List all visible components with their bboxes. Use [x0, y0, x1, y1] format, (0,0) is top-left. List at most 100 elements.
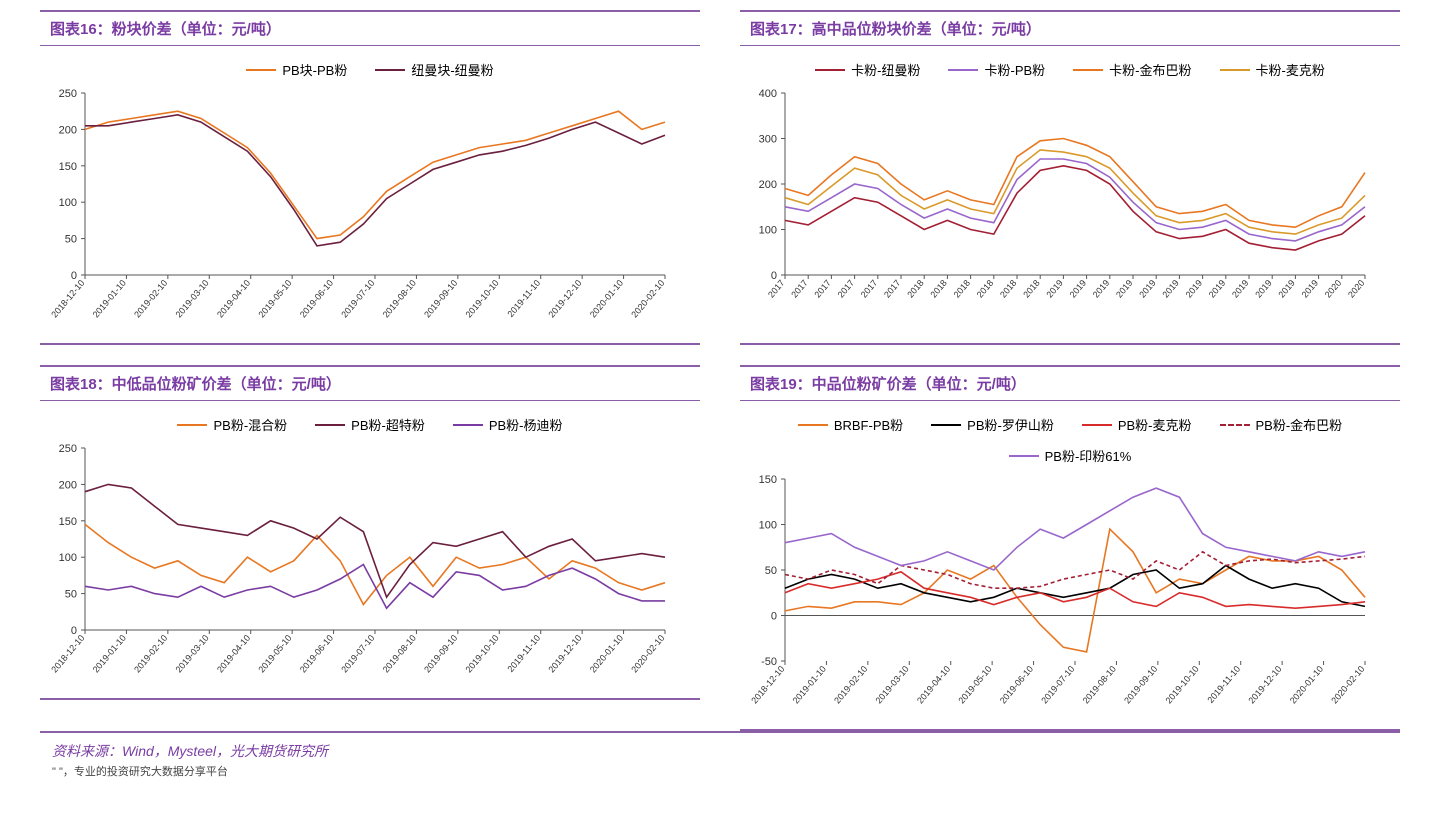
svg-text:2019: 2019 [1091, 278, 1112, 300]
panel-divider [40, 343, 700, 345]
svg-text:2017: 2017 [789, 278, 810, 300]
svg-text:2020-02-10: 2020-02-10 [629, 278, 666, 320]
legend-label: PB粉-杨迪粉 [489, 415, 563, 434]
svg-text:250: 250 [59, 443, 77, 455]
svg-text:2019-04-10: 2019-04-10 [215, 633, 252, 675]
svg-text:2019-09-10: 2019-09-10 [422, 633, 459, 675]
chart-title: 图表17：高中品位粉块价差（单位：元/吨） [740, 10, 1400, 46]
legend-swatch [1073, 69, 1103, 71]
legend-label: 卡粉-纽曼粉 [851, 60, 920, 79]
legend-16: PB块-PB粉纽曼块-纽曼粉 [40, 54, 700, 85]
chart-svg: 0100200300400201720172017201720172017201… [740, 85, 1380, 335]
svg-text:2019-12-10: 2019-12-10 [546, 278, 583, 320]
chart-title: 图表18：中低品位粉矿价差（单位：元/吨） [40, 365, 700, 401]
legend-item: PB粉-杨迪粉 [453, 415, 563, 434]
svg-text:2018: 2018 [975, 278, 996, 300]
legend-label: 纽曼块-纽曼粉 [411, 60, 493, 79]
legend-item: BRBF-PB粉 [798, 415, 903, 434]
chart-svg: -500501001502018-12-102019-01-102019-02-… [740, 471, 1380, 721]
svg-text:2019-03-10: 2019-03-10 [174, 278, 211, 320]
svg-text:100: 100 [759, 225, 777, 237]
legend-swatch [315, 424, 345, 426]
svg-text:100: 100 [59, 552, 77, 564]
panel-16: 图表16：粉块价差（单位：元/吨） PB块-PB粉纽曼块-纽曼粉 0501001… [40, 10, 700, 345]
legend-item: PB粉-印粉61% [1009, 446, 1132, 465]
chart-body: PB块-PB粉纽曼块-纽曼粉 0501001502002502018-12-10… [40, 46, 700, 339]
svg-text:2018: 2018 [1021, 278, 1042, 300]
legend-swatch [1009, 455, 1039, 457]
legend-swatch [815, 69, 845, 71]
legend-item: 卡粉-麦克粉 [1220, 60, 1325, 79]
svg-text:2017: 2017 [882, 278, 903, 300]
svg-text:50: 50 [65, 234, 77, 246]
svg-text:2019-11-10: 2019-11-10 [1205, 664, 1242, 705]
legend-item: 卡粉-PB粉 [948, 60, 1045, 79]
legend-label: 卡粉-PB粉 [984, 60, 1045, 79]
svg-text:2019-06-10: 2019-06-10 [998, 664, 1035, 706]
legend-swatch [798, 424, 828, 426]
svg-text:150: 150 [59, 161, 77, 173]
svg-text:2020-02-10: 2020-02-10 [629, 633, 666, 675]
legend-item: 卡粉-金布巴粉 [1073, 60, 1191, 79]
svg-text:400: 400 [759, 88, 777, 100]
svg-text:200: 200 [59, 479, 77, 491]
footnote-text: " "，专业的投资研究大数据分享平台 [40, 763, 1400, 779]
legend-swatch [1082, 424, 1112, 426]
svg-text:2019-01-10: 2019-01-10 [791, 664, 828, 706]
svg-text:250: 250 [59, 88, 77, 100]
svg-text:2019-05-10: 2019-05-10 [956, 664, 993, 706]
svg-text:2017: 2017 [859, 278, 880, 300]
legend-17: 卡粉-纽曼粉 卡粉-PB粉 卡粉-金布巴粉 卡粉-麦克粉 [740, 54, 1400, 85]
legend-item: PB粉-超特粉 [315, 415, 425, 434]
svg-text:2018: 2018 [928, 278, 949, 300]
chart-body: BRBF-PB粉PB粉-罗伊山粉PB粉-麦克粉PB粉-金布巴粉PB粉-印粉61%… [740, 401, 1400, 725]
chart-svg: 0501001502002502018-12-102019-01-102019-… [40, 85, 680, 335]
legend-swatch [1220, 424, 1250, 426]
svg-text:2019-02-10: 2019-02-10 [832, 664, 869, 706]
panel-divider [40, 698, 700, 700]
svg-text:2019-03-10: 2019-03-10 [174, 633, 211, 675]
svg-text:2020: 2020 [1323, 278, 1344, 300]
svg-text:2019: 2019 [1114, 278, 1135, 300]
svg-text:2019: 2019 [1276, 278, 1297, 300]
chart-title: 图表16：粉块价差（单位：元/吨） [40, 10, 700, 46]
svg-text:2019-05-10: 2019-05-10 [256, 633, 293, 675]
svg-text:2020: 2020 [1346, 278, 1367, 300]
svg-text:2019-12-10: 2019-12-10 [546, 633, 583, 675]
svg-text:2019-02-10: 2019-02-10 [132, 633, 169, 675]
legend-item: PB粉-混合粉 [177, 415, 287, 434]
panel-18: 图表18：中低品位粉矿价差（单位：元/吨） PB粉-混合粉PB粉-超特粉PB粉-… [40, 365, 700, 731]
svg-text:2020-01-10: 2020-01-10 [1288, 664, 1325, 706]
legend-swatch [931, 424, 961, 426]
svg-text:2019-11-10: 2019-11-10 [505, 278, 542, 319]
svg-text:2019-07-10: 2019-07-10 [1039, 664, 1076, 706]
svg-text:2017: 2017 [812, 278, 833, 300]
svg-text:2019-08-10: 2019-08-10 [381, 278, 418, 320]
svg-text:2019-03-10: 2019-03-10 [874, 664, 911, 706]
legend-swatch [246, 69, 276, 71]
svg-text:200: 200 [59, 124, 77, 136]
svg-text:2019: 2019 [1230, 278, 1251, 300]
legend-label: PB粉-混合粉 [213, 415, 287, 434]
svg-text:2019: 2019 [1044, 278, 1065, 300]
svg-text:50: 50 [765, 565, 777, 577]
svg-text:2019-09-10: 2019-09-10 [1122, 664, 1159, 706]
chart-body: 卡粉-纽曼粉卡粉-PB粉卡粉-金布巴粉卡粉-麦克粉 01002003004002… [740, 46, 1400, 339]
svg-text:2019: 2019 [1068, 278, 1089, 300]
chart-grid: 图表16：粉块价差（单位：元/吨） PB块-PB粉纽曼块-纽曼粉 0501001… [40, 10, 1400, 731]
svg-text:2019-06-10: 2019-06-10 [298, 633, 335, 675]
svg-text:2019-10-10: 2019-10-10 [1164, 664, 1201, 706]
svg-text:2019-12-10: 2019-12-10 [1246, 664, 1283, 706]
svg-text:2019: 2019 [1137, 278, 1158, 300]
svg-text:2019-08-10: 2019-08-10 [381, 633, 418, 675]
svg-text:150: 150 [759, 474, 777, 486]
svg-text:2018-12-10: 2018-12-10 [49, 633, 86, 675]
svg-text:2019-11-10: 2019-11-10 [505, 633, 542, 674]
svg-text:2019-04-10: 2019-04-10 [215, 278, 252, 320]
panel-17: 图表17：高中品位粉块价差（单位：元/吨） 卡粉-纽曼粉 卡粉-PB粉 卡粉-金布巴… [740, 10, 1400, 345]
chart-title: 图表19：中品位粉矿价差（单位：元/吨） [740, 365, 1400, 401]
svg-text:2019-05-10: 2019-05-10 [256, 278, 293, 320]
legend-label: 卡粉-麦克粉 [1256, 60, 1325, 79]
svg-text:2019-01-10: 2019-01-10 [91, 633, 128, 675]
legend-18: PB粉-混合粉 PB粉-超特粉 PB粉-杨迪粉 [40, 409, 700, 440]
